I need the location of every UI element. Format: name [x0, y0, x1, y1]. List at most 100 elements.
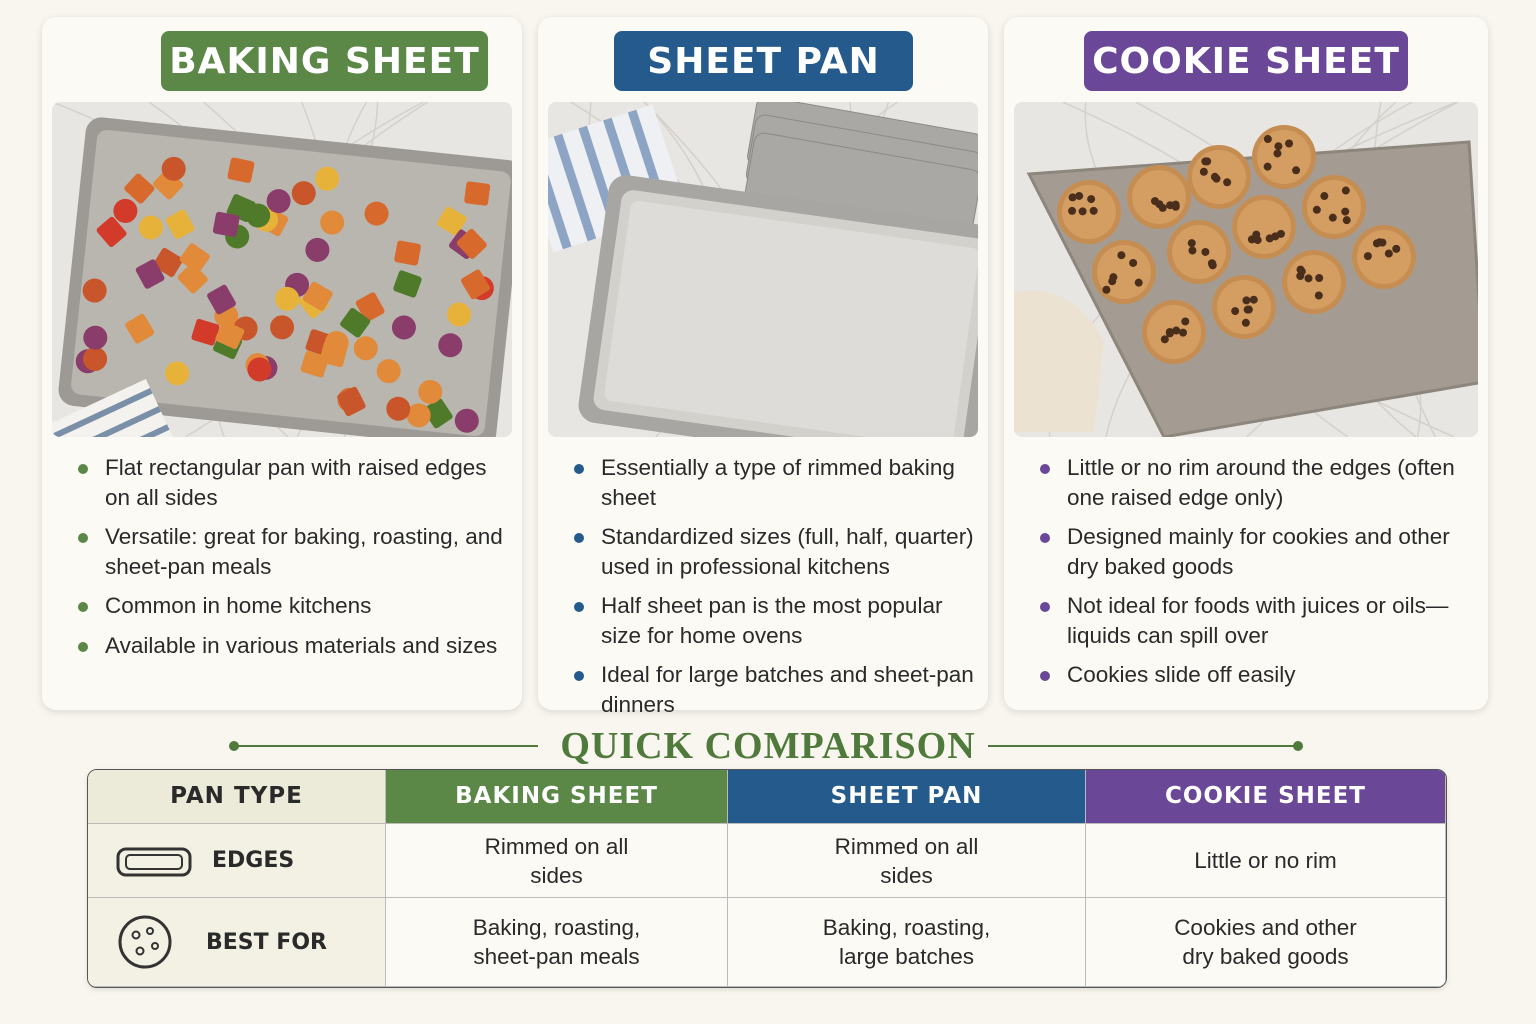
decoration: [52, 388, 153, 437]
decoration: [124, 173, 155, 204]
decoration: [52, 102, 512, 437]
bullet: Not ideal for foods with juices or oils—…: [1038, 591, 1474, 650]
cell-text: Rimmed on all sides: [834, 833, 979, 888]
decoration: [320, 210, 345, 235]
decoration: [604, 200, 978, 437]
bullet: Designed mainly for cookies and other dr…: [1038, 522, 1474, 581]
decoration: [394, 240, 421, 266]
decoration: [1244, 305, 1253, 314]
table-cell: Rimmed on all sides: [728, 824, 1086, 898]
card-image: [548, 102, 978, 437]
bullet: Common in home kitchens: [76, 591, 508, 621]
bullet-text: Versatile: great for baking, roasting, a…: [105, 524, 503, 579]
bullet: Available in various materials and sizes: [76, 631, 508, 661]
decoration: [1181, 317, 1190, 326]
bullet-dot: [78, 602, 88, 612]
section-title: QUICK COMPARISON: [560, 725, 976, 767]
bullet-text: Ideal for large batches and sheet-pan di…: [601, 662, 974, 717]
decoration: [135, 946, 145, 956]
decoration: [229, 741, 239, 751]
bullet-dot: [78, 641, 88, 652]
decoration: [438, 333, 463, 358]
decoration: [125, 313, 155, 344]
decoration: [270, 315, 295, 340]
decoration: [83, 346, 108, 371]
bullet-text: Cookies slide off easily: [1067, 662, 1296, 687]
card-title: BAKING SHEET: [161, 31, 488, 91]
bullet-list: Essentially a type of rimmed baking shee…: [572, 453, 974, 729]
decoration: [324, 331, 349, 356]
decoration: [376, 359, 401, 384]
decoration: [1276, 229, 1285, 238]
decoration: [1285, 139, 1294, 148]
decoration: [125, 853, 183, 870]
table-cell: Baking, roasting, sheet-pan meals: [386, 898, 728, 987]
decoration: [355, 292, 385, 322]
decoration: [116, 847, 192, 876]
decoration: [1392, 244, 1401, 253]
header-cell: BAKING SHEET: [386, 770, 728, 824]
decoration: [1160, 335, 1169, 344]
decoration: [82, 278, 107, 303]
decoration: [1102, 285, 1111, 294]
decoration: [153, 247, 183, 277]
decoration: [1314, 291, 1323, 300]
decoration: [1172, 225, 1226, 279]
decoration: [131, 930, 141, 940]
decoration: [207, 284, 236, 315]
bullet-text: Essentially a type of rimmed baking shee…: [601, 455, 955, 510]
bullet: Essentially a type of rimmed baking shee…: [572, 453, 974, 512]
decoration: [1249, 295, 1258, 304]
row-label: BEST FOR: [88, 898, 386, 987]
decoration: [315, 166, 340, 191]
decoration: [1274, 142, 1283, 151]
decoration: [406, 403, 431, 428]
decoration: [364, 201, 389, 226]
bullet-text: Standardized sizes (full, half, quarter)…: [601, 524, 974, 579]
bullet-dot: [574, 671, 584, 681]
bullet-dot: [1040, 533, 1050, 543]
decoration: [1187, 239, 1196, 248]
bullet: Cookies slide off easily: [1038, 660, 1474, 690]
decoration: [177, 263, 208, 294]
decoration: [1108, 277, 1117, 286]
bullet-dot: [574, 533, 584, 543]
decoration: [1293, 741, 1303, 751]
decoration: [135, 259, 165, 289]
decoration: [1241, 318, 1250, 327]
decoration: [227, 157, 255, 183]
decoration: [1242, 296, 1251, 305]
title-rule: [229, 741, 1303, 751]
decoration: [1263, 135, 1272, 144]
decoration: [548, 141, 572, 250]
decoration: [1315, 274, 1324, 283]
decoration: [1188, 246, 1197, 255]
decoration: [291, 181, 316, 206]
bullet: Versatile: great for baking, roasting, a…: [76, 522, 508, 581]
decoration: [1265, 234, 1274, 243]
decoration: [1068, 206, 1077, 215]
decoration: [1132, 170, 1186, 224]
decoration: [1372, 239, 1381, 248]
decoration: [1014, 102, 1478, 437]
decoration: [1134, 278, 1143, 287]
decoration: [96, 216, 127, 247]
decoration: [1320, 192, 1329, 201]
header-cell: SHEET PAN: [728, 770, 1086, 824]
decoration: [393, 270, 422, 298]
decoration: [266, 189, 291, 214]
bullet-dot: [574, 602, 584, 612]
decoration: [1247, 235, 1256, 244]
decoration: [52, 378, 184, 437]
card-title: COOKIE SHEET: [1084, 31, 1408, 91]
bullet-text: Designed mainly for cookies and other dr…: [1067, 524, 1450, 579]
decoration: [116, 847, 192, 876]
decoration: [386, 396, 411, 421]
decoration: [1117, 251, 1126, 260]
decoration: [1199, 167, 1208, 176]
card-image: [1014, 102, 1478, 437]
decoration: [1292, 166, 1301, 175]
decoration: [58, 117, 512, 437]
decoration: [191, 318, 220, 346]
